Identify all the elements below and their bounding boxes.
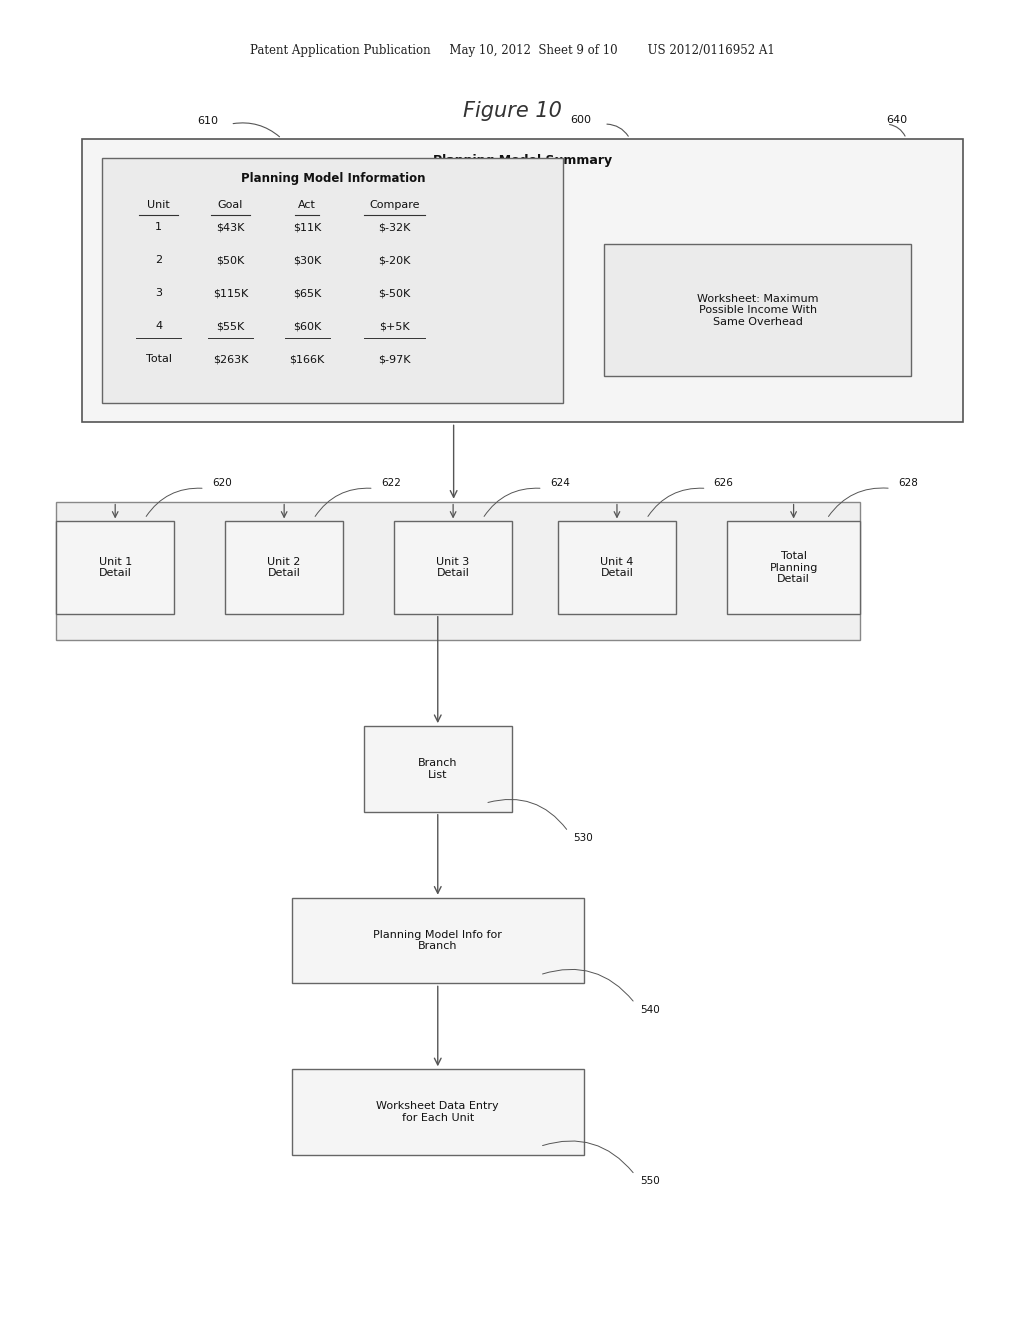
Text: $-20K: $-20K xyxy=(378,255,411,265)
FancyBboxPatch shape xyxy=(727,521,860,614)
FancyBboxPatch shape xyxy=(604,244,911,376)
Text: 622: 622 xyxy=(381,478,400,488)
Text: 610: 610 xyxy=(198,116,218,127)
Text: 530: 530 xyxy=(573,833,593,843)
Text: 550: 550 xyxy=(640,1176,659,1187)
Text: $55K: $55K xyxy=(216,321,245,331)
FancyBboxPatch shape xyxy=(82,139,963,422)
FancyBboxPatch shape xyxy=(56,502,860,640)
Text: $65K: $65K xyxy=(293,288,322,298)
Text: 600: 600 xyxy=(570,115,591,125)
Text: 1: 1 xyxy=(156,222,162,232)
FancyBboxPatch shape xyxy=(225,521,343,614)
FancyBboxPatch shape xyxy=(394,521,512,614)
Text: 628: 628 xyxy=(898,478,918,488)
Text: $-97K: $-97K xyxy=(378,354,411,364)
Text: 624: 624 xyxy=(550,478,569,488)
Text: $-50K: $-50K xyxy=(378,288,411,298)
Text: Planning Model Info for
Branch: Planning Model Info for Branch xyxy=(374,929,502,952)
Text: $-32K: $-32K xyxy=(378,222,411,232)
Text: Unit 4
Detail: Unit 4 Detail xyxy=(600,557,634,578)
FancyBboxPatch shape xyxy=(558,521,676,614)
Text: Unit 1
Detail: Unit 1 Detail xyxy=(98,557,132,578)
Text: $+5K: $+5K xyxy=(379,321,410,331)
Text: $60K: $60K xyxy=(293,321,322,331)
Text: Patent Application Publication     May 10, 2012  Sheet 9 of 10        US 2012/01: Patent Application Publication May 10, 2… xyxy=(250,44,774,57)
Text: Planning Model Summary: Planning Model Summary xyxy=(433,154,611,168)
Text: 3: 3 xyxy=(156,288,162,298)
FancyBboxPatch shape xyxy=(292,898,584,983)
Text: Unit: Unit xyxy=(147,199,170,210)
Text: Worksheet: Maximum
Possible Income With
Same Overhead: Worksheet: Maximum Possible Income With … xyxy=(697,293,818,327)
Text: Total: Total xyxy=(145,354,172,364)
FancyBboxPatch shape xyxy=(102,158,563,403)
Text: $30K: $30K xyxy=(293,255,322,265)
Text: 620: 620 xyxy=(212,478,231,488)
Text: $263K: $263K xyxy=(213,354,248,364)
FancyBboxPatch shape xyxy=(364,726,512,812)
Text: Total
Planning
Detail: Total Planning Detail xyxy=(769,550,818,585)
Text: 4: 4 xyxy=(156,321,162,331)
FancyBboxPatch shape xyxy=(292,1069,584,1155)
Text: Planning Model Information: Planning Model Information xyxy=(241,172,425,185)
Text: 640: 640 xyxy=(887,115,907,125)
Text: Unit 3
Detail: Unit 3 Detail xyxy=(436,557,470,578)
Text: $115K: $115K xyxy=(213,288,248,298)
Text: 626: 626 xyxy=(714,478,733,488)
Text: Act: Act xyxy=(298,199,316,210)
Text: Figure 10: Figure 10 xyxy=(463,100,561,121)
Text: Worksheet Data Entry
for Each Unit: Worksheet Data Entry for Each Unit xyxy=(377,1101,499,1123)
Text: Compare: Compare xyxy=(369,199,420,210)
Text: Branch
List: Branch List xyxy=(418,758,458,780)
Text: $166K: $166K xyxy=(290,354,325,364)
Text: 2: 2 xyxy=(156,255,162,265)
Text: 540: 540 xyxy=(640,1005,659,1015)
FancyBboxPatch shape xyxy=(56,521,174,614)
Text: $11K: $11K xyxy=(293,222,322,232)
Text: Goal: Goal xyxy=(218,199,243,210)
Text: $50K: $50K xyxy=(216,255,245,265)
Text: $43K: $43K xyxy=(216,222,245,232)
Text: Unit 2
Detail: Unit 2 Detail xyxy=(267,557,301,578)
